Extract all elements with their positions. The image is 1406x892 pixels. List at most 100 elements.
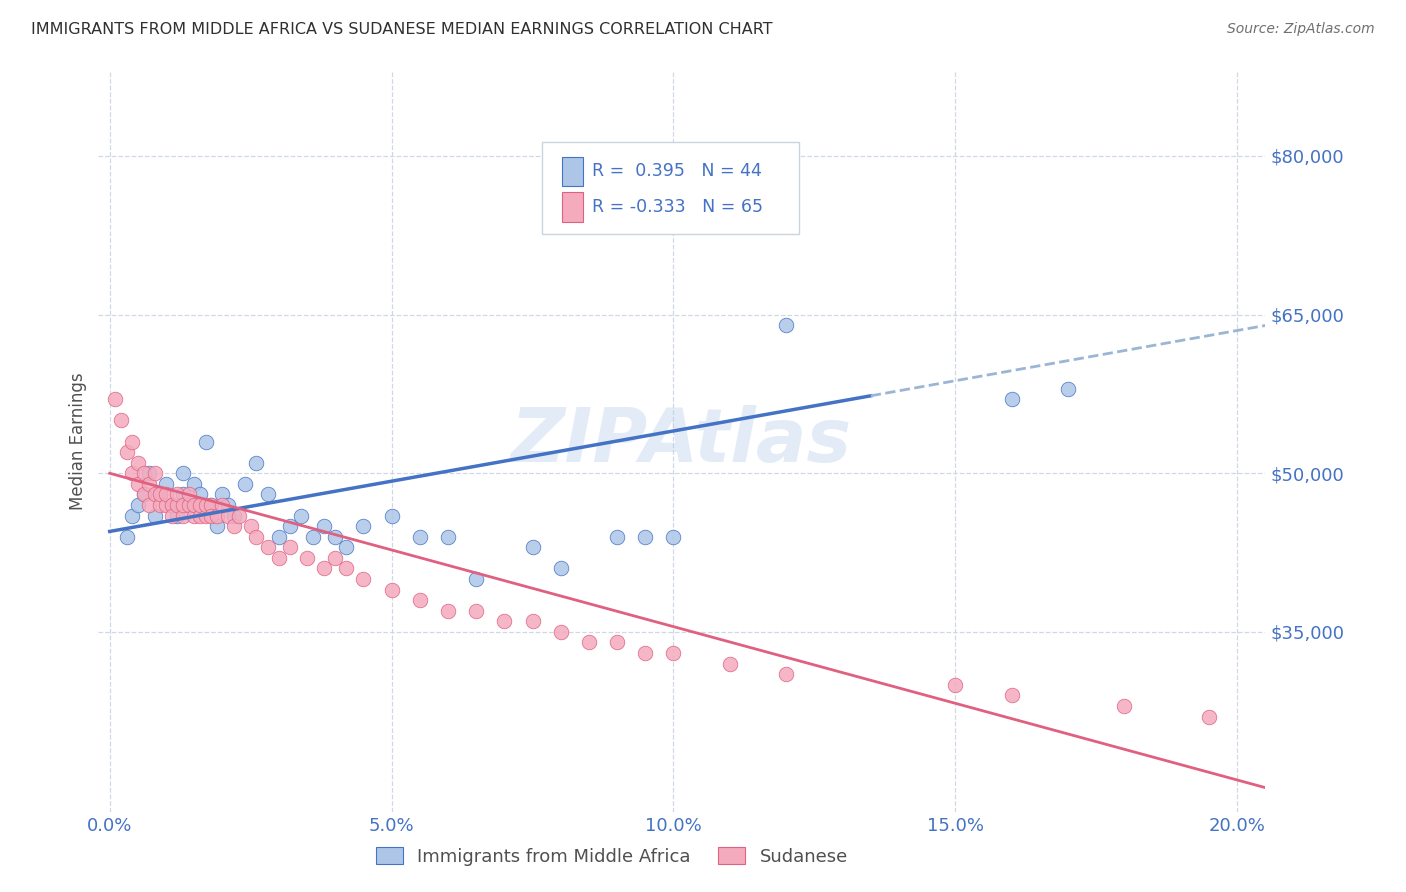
Point — [200, 498, 222, 512]
Y-axis label: Median Earnings: Median Earnings — [69, 373, 87, 510]
Point — [155, 487, 177, 501]
Point — [578, 635, 600, 649]
Point — [381, 582, 404, 597]
Point — [634, 530, 657, 544]
Point — [662, 530, 685, 544]
Point — [149, 498, 172, 512]
Point — [323, 530, 346, 544]
Point — [172, 508, 194, 523]
Point — [409, 593, 432, 607]
Point — [943, 678, 966, 692]
Point — [1001, 392, 1024, 407]
Point — [132, 487, 155, 501]
Point — [211, 487, 233, 501]
Point — [775, 667, 797, 681]
Point — [127, 476, 149, 491]
Point — [245, 456, 267, 470]
FancyBboxPatch shape — [541, 142, 799, 235]
Point — [267, 550, 290, 565]
Point — [205, 508, 228, 523]
Point — [211, 498, 233, 512]
Point — [127, 498, 149, 512]
Point — [115, 530, 138, 544]
Point — [121, 508, 143, 523]
Point — [1057, 382, 1080, 396]
Point — [312, 561, 335, 575]
Point — [323, 550, 346, 565]
Point — [143, 487, 166, 501]
Point — [222, 508, 245, 523]
Point — [138, 467, 160, 481]
Point — [172, 467, 194, 481]
Text: R =  0.395   N = 44: R = 0.395 N = 44 — [592, 162, 762, 180]
Point — [160, 498, 183, 512]
Point — [183, 508, 205, 523]
Point — [278, 541, 301, 555]
Point — [634, 646, 657, 660]
Point — [278, 519, 301, 533]
Point — [188, 498, 211, 512]
Point — [172, 487, 194, 501]
Point — [494, 615, 516, 629]
Text: Source: ZipAtlas.com: Source: ZipAtlas.com — [1227, 22, 1375, 37]
Point — [312, 519, 335, 533]
Text: R = -0.333   N = 65: R = -0.333 N = 65 — [592, 198, 763, 216]
Point — [381, 508, 404, 523]
Point — [267, 530, 290, 544]
Point — [172, 498, 194, 512]
Point — [205, 519, 228, 533]
Point — [166, 487, 188, 501]
Point — [606, 530, 628, 544]
Point — [1114, 698, 1136, 713]
Legend: Immigrants from Middle Africa, Sudanese: Immigrants from Middle Africa, Sudanese — [368, 839, 855, 873]
Point — [160, 498, 183, 512]
Point — [295, 550, 318, 565]
Bar — [562, 192, 582, 221]
Point — [149, 487, 172, 501]
Point — [110, 413, 132, 427]
Point — [290, 508, 312, 523]
Point — [550, 624, 572, 639]
Point — [606, 635, 628, 649]
Point — [177, 498, 200, 512]
Point — [200, 508, 222, 523]
Point — [194, 508, 217, 523]
Point — [132, 467, 155, 481]
Point — [132, 487, 155, 501]
Point — [200, 498, 222, 512]
Point — [233, 476, 256, 491]
Point — [155, 498, 177, 512]
Point — [188, 508, 211, 523]
Point — [256, 487, 278, 501]
Point — [149, 487, 172, 501]
Point — [166, 508, 188, 523]
Point — [245, 530, 267, 544]
Point — [155, 476, 177, 491]
Point — [352, 572, 374, 586]
Point — [121, 467, 143, 481]
Point — [1001, 689, 1024, 703]
Point — [222, 519, 245, 533]
Point — [104, 392, 127, 407]
Point — [121, 434, 143, 449]
Point — [662, 646, 685, 660]
Point — [138, 498, 160, 512]
Point — [465, 604, 488, 618]
Point — [228, 508, 250, 523]
Point — [183, 476, 205, 491]
Point — [775, 318, 797, 333]
Point — [437, 530, 460, 544]
Point — [550, 561, 572, 575]
Bar — [562, 156, 582, 186]
Point — [352, 519, 374, 533]
Point — [194, 434, 217, 449]
Point — [194, 498, 217, 512]
Point — [465, 572, 488, 586]
Point — [177, 487, 200, 501]
Point — [718, 657, 741, 671]
Point — [256, 541, 278, 555]
Point — [522, 615, 544, 629]
Point — [239, 519, 262, 533]
Point — [409, 530, 432, 544]
Point — [115, 445, 138, 459]
